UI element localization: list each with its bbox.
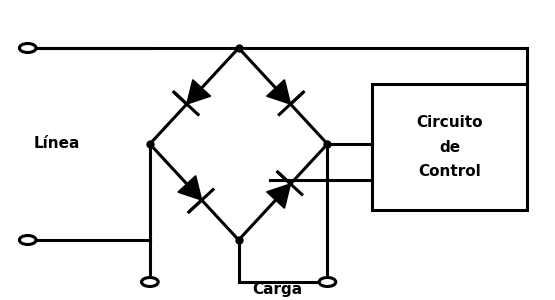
Bar — [372, 84, 527, 210]
Circle shape — [19, 236, 36, 244]
Text: Circuito
de
Control: Circuito de Control — [416, 115, 483, 179]
Circle shape — [319, 278, 336, 286]
Polygon shape — [267, 184, 290, 208]
Circle shape — [19, 44, 36, 52]
Polygon shape — [187, 80, 210, 104]
Circle shape — [142, 278, 158, 286]
Text: Línea: Línea — [33, 136, 80, 152]
Text: Carga: Carga — [253, 282, 302, 297]
Polygon shape — [267, 80, 290, 104]
Polygon shape — [178, 176, 201, 200]
